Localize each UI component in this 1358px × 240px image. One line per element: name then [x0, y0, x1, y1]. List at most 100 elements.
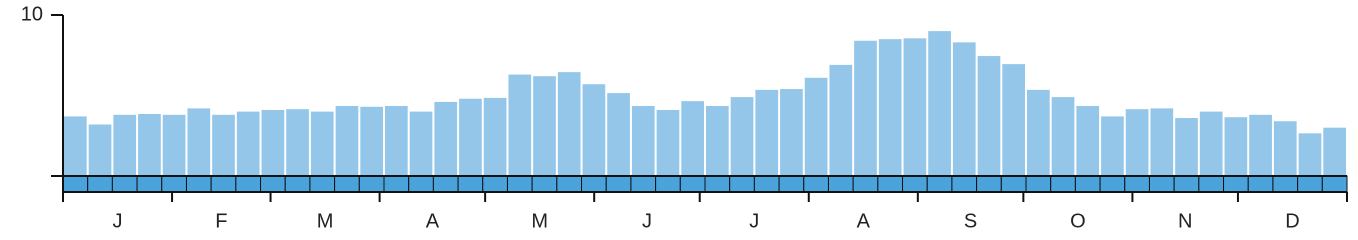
bar	[533, 76, 556, 176]
week-cell	[185, 175, 212, 193]
bar	[1051, 97, 1075, 176]
week-cell	[581, 175, 607, 193]
month-label: A	[426, 210, 440, 232]
month-label: M	[317, 210, 334, 232]
month-label: J	[749, 210, 759, 232]
bar	[730, 97, 754, 176]
week-cell	[778, 175, 805, 193]
bar	[1273, 121, 1297, 176]
week-cell	[729, 175, 755, 193]
week-cell	[902, 175, 928, 193]
week-cell	[1025, 175, 1052, 193]
bar	[557, 72, 581, 176]
bar	[1224, 117, 1248, 176]
week-cell	[87, 175, 113, 193]
week-cell	[1074, 175, 1101, 193]
bar	[755, 89, 779, 176]
bar	[335, 105, 359, 176]
bar	[236, 111, 260, 176]
bar	[483, 97, 507, 176]
bar	[212, 114, 235, 176]
bar	[162, 114, 186, 176]
bar	[138, 114, 161, 176]
bar	[508, 74, 532, 176]
bar	[1249, 114, 1272, 176]
week-cell	[1099, 175, 1126, 193]
week-cell	[926, 175, 953, 193]
bar	[607, 93, 630, 176]
week-cell	[210, 175, 237, 193]
month-label: N	[1178, 210, 1192, 232]
week-cell	[951, 175, 978, 193]
bar	[1101, 116, 1124, 176]
week-cell	[1173, 175, 1200, 193]
bar	[1002, 64, 1025, 176]
bar	[409, 111, 433, 176]
bar	[261, 109, 285, 176]
bar	[1027, 89, 1050, 176]
week-cell	[1000, 175, 1027, 193]
week-cell	[753, 175, 780, 193]
week-cell	[235, 175, 262, 193]
week-cell	[284, 175, 311, 193]
week-cell	[803, 175, 829, 193]
week-cell	[62, 175, 89, 193]
bar	[854, 40, 877, 177]
week-cell	[1297, 175, 1323, 193]
bar	[1175, 118, 1198, 176]
bar	[434, 101, 458, 176]
week-cell	[260, 175, 286, 193]
week-cell	[827, 175, 854, 193]
bar	[656, 109, 680, 176]
y-tick-label: 10	[21, 3, 43, 25]
bar	[113, 114, 137, 176]
week-cell	[383, 175, 410, 193]
bar	[582, 84, 606, 176]
bar	[878, 39, 902, 177]
week-cell	[408, 175, 434, 193]
week-cell	[161, 175, 187, 193]
bar	[928, 31, 951, 176]
bar	[829, 64, 853, 176]
bar	[1125, 109, 1149, 176]
week-cell	[1198, 175, 1225, 193]
week-cell	[457, 175, 484, 193]
week-cell	[309, 175, 336, 193]
week-cell	[852, 175, 879, 193]
week-cell	[531, 175, 558, 193]
month-label: M	[531, 210, 548, 232]
bar	[1323, 127, 1346, 176]
bar	[310, 111, 334, 176]
week-cell	[556, 175, 583, 193]
bar	[88, 124, 112, 176]
week-cell	[976, 175, 1002, 193]
week-cell	[1247, 175, 1274, 193]
bar	[1076, 105, 1100, 176]
week-cell	[630, 175, 657, 193]
bar	[64, 116, 87, 176]
bar	[385, 105, 408, 176]
week-cell	[358, 175, 385, 193]
week-cell	[1124, 175, 1150, 193]
month-label: A	[857, 210, 871, 232]
week-cell	[334, 175, 360, 193]
month-label: F	[215, 210, 227, 232]
bar	[459, 98, 482, 176]
week-cell	[1148, 175, 1175, 193]
week-cell	[432, 175, 459, 193]
bar	[903, 38, 927, 176]
week-cell	[1321, 175, 1348, 193]
bar	[681, 101, 704, 176]
week-cell	[655, 175, 681, 193]
week-cell	[506, 175, 533, 193]
week-cell	[679, 175, 706, 193]
week-cell	[1223, 175, 1249, 193]
month-label: O	[1070, 210, 1086, 232]
week-cell	[482, 175, 508, 193]
week-cell	[136, 175, 163, 193]
bar	[286, 109, 309, 176]
month-label: S	[964, 210, 977, 232]
month-label: D	[1285, 210, 1299, 232]
bar	[1150, 108, 1174, 176]
